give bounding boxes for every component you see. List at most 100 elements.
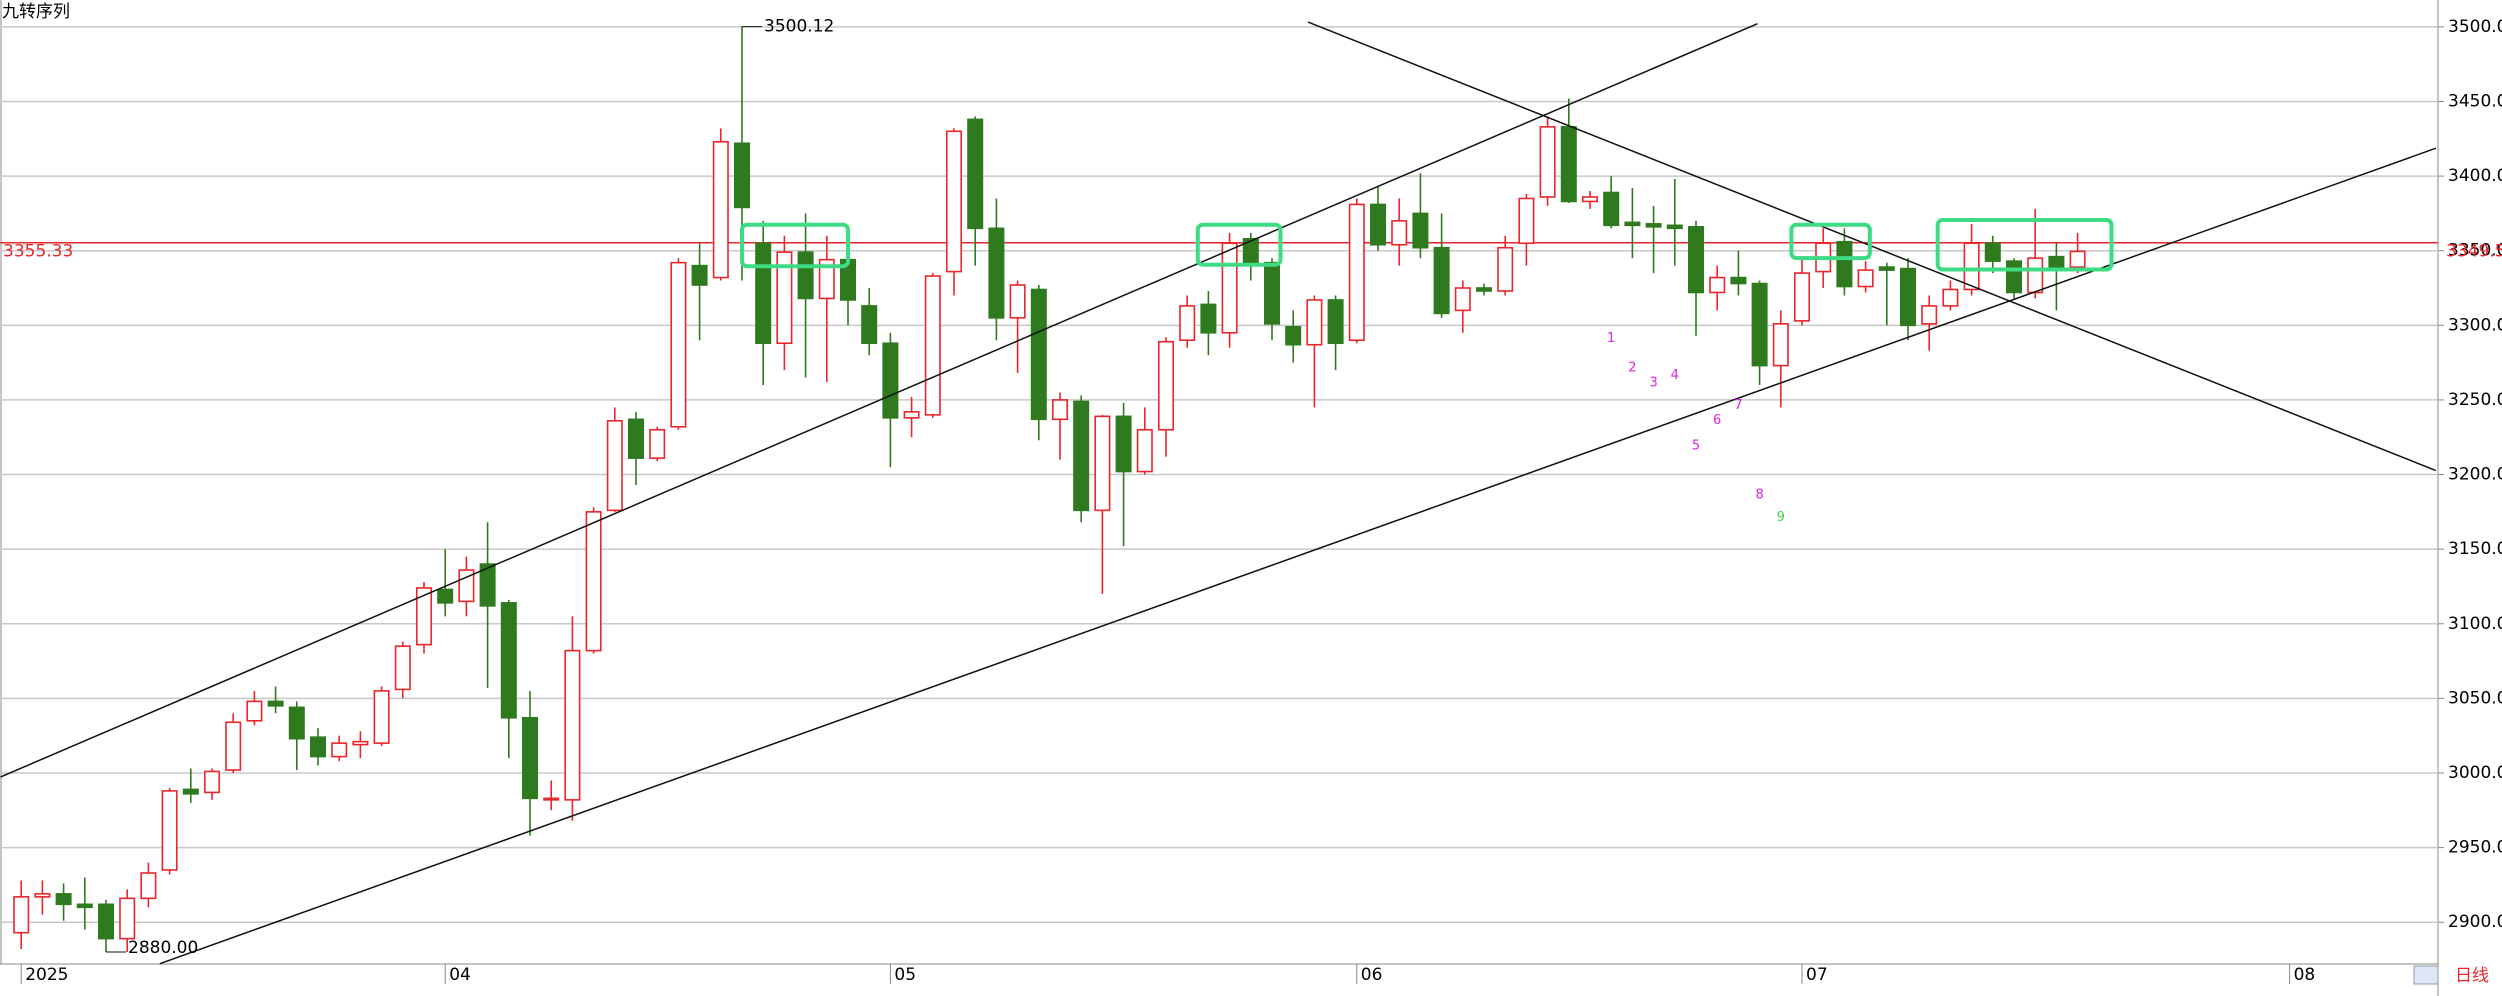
candle-body (988, 227, 1005, 319)
candle-body (2069, 250, 2086, 268)
candle-body (1433, 246, 1450, 315)
candle-body (1539, 126, 1556, 198)
candle-body (1073, 400, 1090, 512)
candle-body (1857, 269, 1874, 288)
chart-title: 九转序列 (2, 2, 70, 22)
candle-body (1221, 242, 1238, 334)
candle-body (1391, 220, 1408, 246)
candle-body (670, 261, 687, 428)
y-tick-label: 2950.00 (2448, 838, 2502, 858)
candle-body (1793, 272, 1811, 322)
y-tick-label: 3250.00 (2448, 390, 2502, 410)
candle-body (606, 420, 623, 512)
candle-body (1285, 326, 1302, 346)
candle-body (267, 700, 284, 707)
candle-body (585, 511, 602, 652)
x-tick-label: 05 (894, 965, 916, 985)
period-label[interactable]: 日线 (2455, 966, 2489, 986)
candle-body (967, 118, 984, 230)
x-tick-label: 08 (2294, 965, 2316, 985)
candle-body (649, 428, 666, 459)
y-tick-label: 3300.00 (2448, 315, 2502, 335)
candle-body (861, 305, 878, 345)
candle-body (797, 251, 814, 300)
candle-body (1475, 287, 1493, 292)
candle-body (1497, 246, 1514, 292)
candle-body (1730, 276, 1747, 285)
sequence-count: 7 (1734, 398, 1742, 413)
candle-body (1327, 299, 1344, 345)
candle-body (203, 770, 221, 794)
candle-body (1645, 223, 1662, 228)
sequence-count: 5 (1692, 438, 1700, 453)
y-tick-label: 3050.00 (2448, 688, 2502, 708)
candle-body (76, 903, 93, 909)
y-tick-label: 3200.00 (2448, 465, 2502, 485)
candle-body (1878, 266, 1895, 271)
candle-body (1603, 191, 1620, 227)
extreme-label: 3500.12 (764, 17, 834, 37)
candle-body (1051, 399, 1069, 421)
candle-body (352, 740, 369, 746)
highlight-box (740, 222, 850, 269)
candle-body (627, 418, 645, 459)
sequence-count: 4 (1671, 368, 1679, 383)
candle-body (903, 411, 920, 419)
scroll-button[interactable] (2413, 965, 2439, 985)
y-tick-label: 3000.00 (2448, 763, 2502, 783)
candle-body (1030, 288, 1047, 421)
candle-body (1624, 221, 1641, 227)
candle-body (1412, 212, 1429, 249)
candle-body (225, 721, 242, 771)
candle-body (246, 700, 263, 722)
y-tick-label: 3100.00 (2448, 614, 2502, 634)
reference-label: 3355.33 (3, 242, 73, 262)
candle-body (733, 142, 751, 209)
candle-body (1136, 428, 1153, 473)
candle-body (818, 258, 835, 300)
candle-body (1921, 305, 1938, 325)
x-tick-label: 07 (1806, 965, 1828, 985)
candle-body (140, 872, 157, 900)
candle-body (394, 645, 411, 691)
extreme-label: 2880.00 (128, 938, 198, 958)
candle-body (521, 716, 539, 800)
candle-body (1942, 288, 1959, 307)
candle-body (1560, 126, 1577, 203)
x-tick-label: 04 (449, 965, 471, 985)
candle-body (1179, 305, 1196, 342)
highlight-box (1195, 222, 1283, 267)
candle-body (34, 893, 51, 898)
y-tick-label: 3500.00 (2448, 17, 2502, 37)
candle-body (2005, 260, 2023, 294)
candle-body (415, 587, 433, 646)
trend-line (0, 23, 1758, 778)
candle-body (1899, 267, 1917, 327)
y-tick-label: 3400.00 (2448, 166, 2502, 186)
sequence-count: 2 (1628, 361, 1636, 376)
trend-line (159, 147, 2437, 965)
y-tick-label: 2900.00 (2448, 912, 2502, 932)
candle-body (1836, 240, 1853, 288)
highlight-box (1789, 222, 1872, 261)
candle-body (500, 602, 517, 719)
candle-body (1687, 226, 1705, 294)
candle-body (1666, 224, 1683, 230)
y-tick-label: 3150.00 (2448, 539, 2502, 559)
candle-body (712, 140, 729, 279)
candle-body (1009, 284, 1026, 319)
x-tick-label: 2025 (25, 965, 68, 985)
candle-body (479, 563, 496, 607)
candle-body (331, 742, 348, 758)
candle-body (119, 897, 136, 940)
candle-body (161, 790, 178, 871)
candle-body (2048, 255, 2065, 268)
trend-line (1307, 21, 2437, 472)
candle-body (945, 130, 963, 273)
candle-body (1984, 242, 2001, 262)
candle-body (1454, 287, 1471, 312)
candle-body (543, 797, 560, 801)
candle-body (1348, 203, 1365, 342)
